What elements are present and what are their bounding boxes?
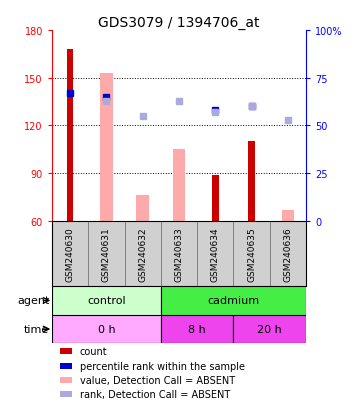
- Text: GSM240634: GSM240634: [211, 226, 220, 281]
- Bar: [161, 315, 233, 344]
- Bar: [52, 315, 161, 344]
- Bar: [282, 210, 294, 221]
- Text: agent: agent: [17, 296, 49, 306]
- Text: count: count: [80, 347, 107, 356]
- Text: GSM240636: GSM240636: [284, 226, 292, 281]
- Bar: [161, 287, 306, 315]
- Bar: [100, 74, 113, 221]
- Text: GSM240630: GSM240630: [66, 226, 74, 281]
- Bar: [248, 142, 255, 221]
- Text: control: control: [87, 296, 126, 306]
- Text: 8 h: 8 h: [188, 324, 206, 334]
- Text: cadmium: cadmium: [207, 296, 260, 306]
- Title: GDS3079 / 1394706_at: GDS3079 / 1394706_at: [98, 16, 260, 30]
- Bar: [52, 287, 161, 315]
- Text: 20 h: 20 h: [257, 324, 282, 334]
- Text: GSM240631: GSM240631: [102, 226, 111, 281]
- Bar: [59, 349, 72, 354]
- Bar: [59, 392, 72, 397]
- Bar: [136, 196, 149, 221]
- Text: GSM240632: GSM240632: [138, 226, 147, 281]
- Text: 0 h: 0 h: [98, 324, 115, 334]
- Text: value, Detection Call = ABSENT: value, Detection Call = ABSENT: [80, 375, 235, 385]
- Text: percentile rank within the sample: percentile rank within the sample: [80, 361, 245, 371]
- Bar: [173, 150, 185, 221]
- Text: GSM240633: GSM240633: [174, 226, 184, 281]
- Bar: [233, 315, 306, 344]
- Bar: [67, 50, 73, 221]
- Text: time: time: [24, 324, 49, 334]
- Bar: [212, 175, 219, 221]
- Bar: [59, 363, 72, 369]
- Text: GSM240635: GSM240635: [247, 226, 256, 281]
- Text: rank, Detection Call = ABSENT: rank, Detection Call = ABSENT: [80, 389, 230, 399]
- Bar: [59, 377, 72, 383]
